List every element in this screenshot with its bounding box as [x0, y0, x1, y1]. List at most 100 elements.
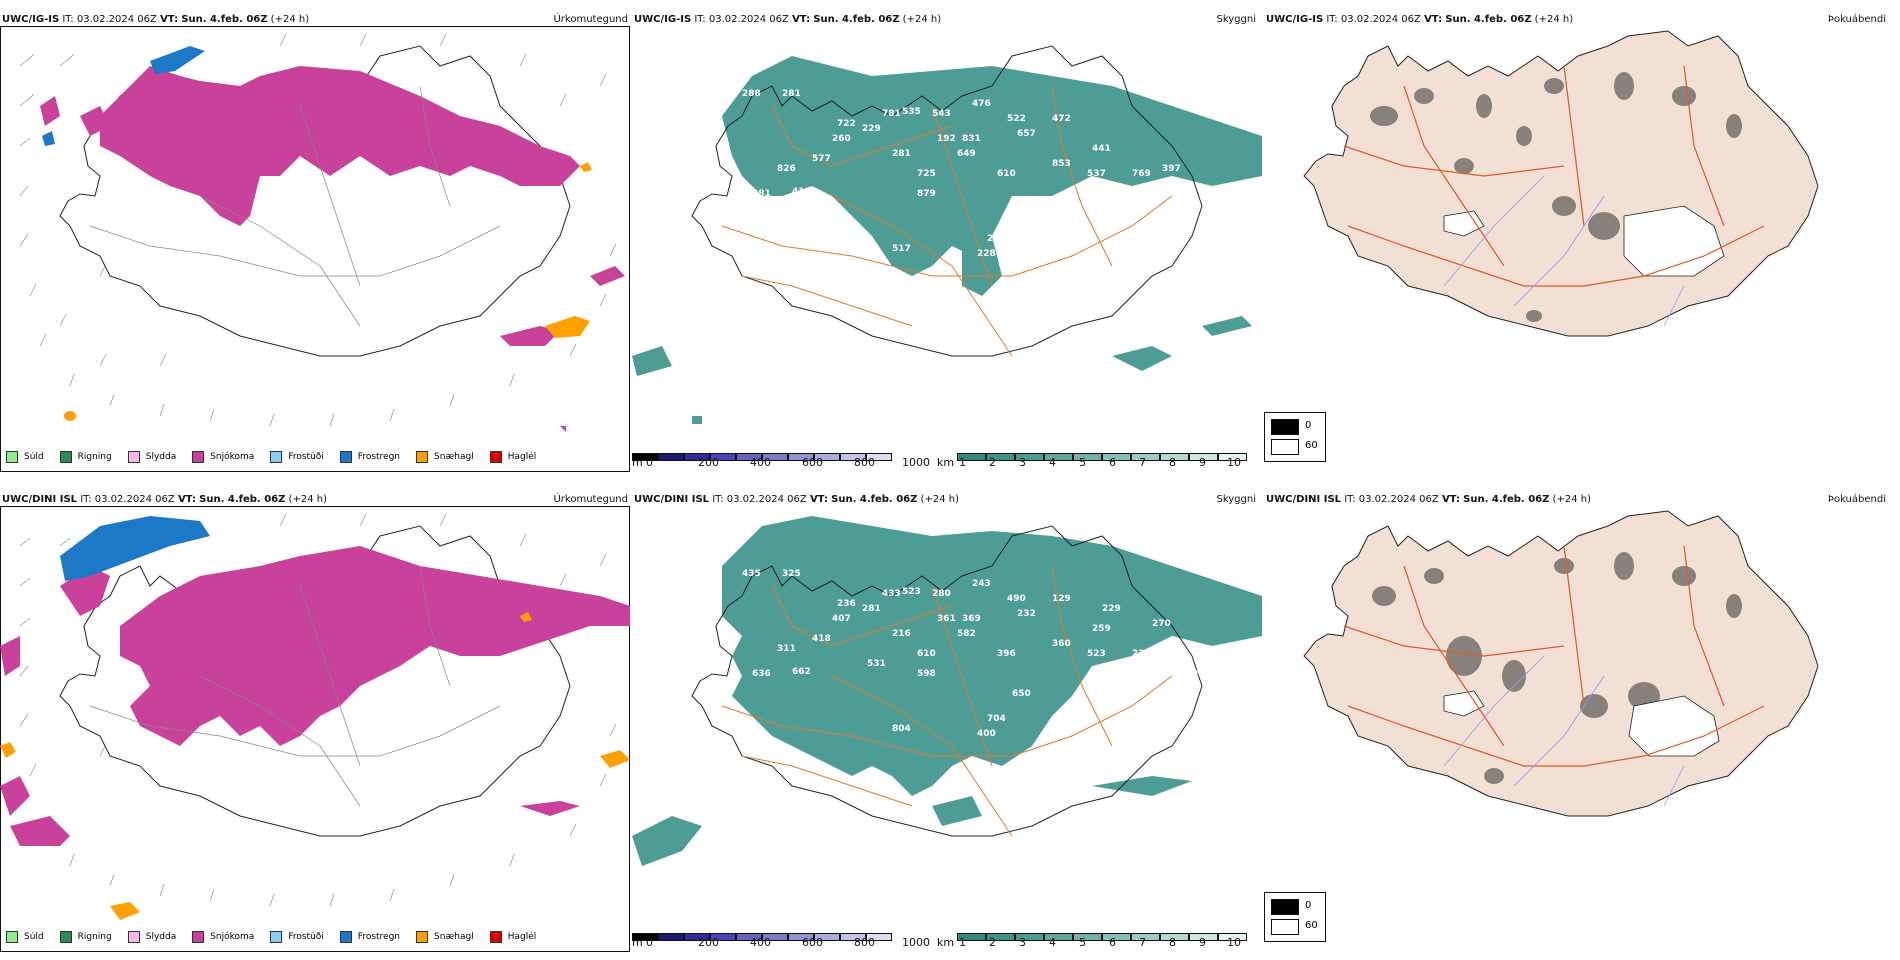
legend-item: Frostúði: [270, 451, 324, 463]
cloud-base-label: 831: [962, 134, 981, 144]
cloud-base-label: 804: [892, 724, 911, 734]
cloud-base-label: 229: [1102, 604, 1121, 614]
panel-title: Þokuábendi: [1827, 494, 1886, 505]
legend-item: Snæhagl: [416, 931, 474, 943]
legend-item: Haglél: [489, 451, 536, 463]
cloud-base-label: 281: [892, 149, 911, 159]
panel-title: Úrkomutegund: [553, 14, 628, 25]
panel-title: Skyggni: [1216, 14, 1256, 25]
legend-item: Snjókoma: [192, 451, 254, 463]
precip-map: [0, 513, 630, 920]
roads: [89, 565, 501, 807]
cloud-base-label: 397: [1162, 164, 1181, 174]
panel-visibility-ig: UWC/IG-IS IT: 03.02.2024 06Z VT: Sun. 4.…: [632, 10, 1326, 480]
cloud-base-label: 725: [917, 169, 936, 179]
legend-item: Frostregn: [339, 451, 400, 463]
cloud-base-label: 853: [1052, 159, 1071, 169]
cloud-base-colorbar: [632, 926, 892, 945]
cloud-base-label: 281: [862, 604, 881, 614]
fog-map: [1303, 510, 1819, 817]
cloud-base-label: 418: [812, 634, 831, 644]
cloud-base-label: 879: [917, 189, 936, 199]
low-visibility-areas: [632, 516, 1262, 866]
roads-red: [1343, 545, 1765, 767]
panel-title: Skyggni: [1216, 494, 1256, 505]
legend-item: Rigning: [59, 931, 112, 943]
cloud-base-label: 826: [777, 164, 796, 174]
cloud-base-label: 531: [867, 659, 886, 669]
cloud-base-label: 662: [792, 667, 811, 677]
visibility-map: 288 281 722 229 260 781 535 543 476 522 472 657 281 1…: [632, 45, 1262, 424]
cloud-base-label: 769: [1132, 169, 1151, 179]
panel-frame: [0, 26, 630, 472]
snow-areas: [0, 546, 630, 846]
cloud-base-label: 610: [917, 649, 936, 659]
cloud-base-label: 433: [882, 589, 901, 599]
roads-orange: [721, 85, 1173, 357]
cloud-base-label: 325: [782, 569, 801, 579]
panel-fog-ig: UWC/IG-IS IT: 03.02.2024 06Z VT: Sun. 4.…: [1264, 10, 1896, 480]
cloud-base-label: 229: [862, 124, 881, 134]
cloud-base-label: 222: [1132, 649, 1151, 659]
cloud-base-label: 369: [962, 614, 981, 624]
cloud-base-label: 93: [1192, 669, 1205, 679]
panel-precip-type-ig: UWC/IG-IS IT: 03.02.2024 06Z VT: Sun. 4.…: [0, 10, 632, 480]
panel-header: UWC/DINI ISL IT: 03.02.2024 06Z VT: Sun.…: [1266, 494, 1591, 505]
cloud-base-label: 490: [1007, 594, 1026, 604]
panel-header: UWC/DINI ISL IT: 03.02.2024 06Z VT: Sun.…: [2, 494, 327, 505]
precip-map: [19, 33, 625, 432]
fog-legend: 0 60: [1264, 412, 1326, 462]
rivers: [1443, 175, 1685, 327]
cloud-base-label: 252: [1222, 659, 1241, 669]
cloud-base-label: 259: [1092, 624, 1111, 634]
legend-item: Súld: [6, 451, 44, 463]
panel-title: Úrkomutegund: [553, 494, 628, 505]
cloud-base-label: 636: [752, 669, 771, 679]
cloud-base-label: 361: [937, 614, 956, 624]
cloud-base-label: 722: [837, 119, 856, 129]
panel-title: Þokuábendi: [1827, 14, 1886, 25]
cloud-base-label: 216: [892, 629, 911, 639]
cloud-base-label: 582: [957, 629, 976, 639]
cloud-base-label: 280: [932, 589, 951, 599]
low-visibility-areas: [632, 56, 1262, 424]
freezing-rain-areas: [60, 516, 210, 581]
cloud-base-label: 260: [832, 134, 851, 144]
snow-areas: [40, 66, 625, 432]
cloud-base-label: 205: [1162, 644, 1181, 654]
precip-legend: Súld Rigning Slydda Snjókoma Frostúði Fr…: [6, 446, 536, 468]
cloud-base-label: 598: [917, 669, 936, 679]
cloud-base-label: 396: [997, 649, 1016, 659]
panel-header: UWC/IG-IS IT: 03.02.2024 06Z VT: Sun. 4.…: [2, 14, 310, 25]
cloud-base-label: 281: [782, 89, 801, 99]
cloud-base-label: 228: [977, 249, 996, 259]
legend-item: Rigning: [59, 451, 112, 463]
cloud-base-label: 381: [752, 189, 771, 199]
fog-areas: [1370, 72, 1742, 322]
legend-item: Snæhagl: [416, 451, 474, 463]
visibility-colorbar: [957, 926, 1247, 945]
cloud-base-label: 396: [1012, 209, 1031, 219]
ice-pellet-areas: [64, 162, 592, 421]
cloud-base-label: 543: [932, 109, 951, 119]
rivers: [1443, 655, 1685, 807]
legend-item: Frostúði: [270, 931, 324, 943]
cloud-base-label: 288: [742, 89, 761, 99]
fog-map: [1303, 30, 1819, 337]
cloud-base-label: 192: [937, 134, 956, 144]
ice-pellet-areas: [0, 612, 630, 920]
freezing-rain-areas: [42, 46, 205, 146]
cloud-base-label: 311: [777, 644, 796, 654]
legend-item: Frostregn: [339, 931, 400, 943]
legend-item: Snjókoma: [192, 931, 254, 943]
roads-red: [1343, 65, 1765, 287]
cloud-base-label: 704: [987, 714, 1006, 724]
cloud-base-label: 236: [837, 599, 856, 609]
panel-header: UWC/DINI ISL IT: 03.02.2024 06Z VT: Sun.…: [634, 494, 959, 505]
cloud-base-label: 649: [957, 149, 976, 159]
cloud-base-label: 441: [1092, 144, 1111, 154]
cloud-base-label: 273: [987, 234, 1006, 244]
cloud-base-label: 435: [742, 569, 761, 579]
panel-fog-dini: UWC/DINI ISL IT: 03.02.2024 06Z VT: Sun.…: [1264, 490, 1896, 960]
